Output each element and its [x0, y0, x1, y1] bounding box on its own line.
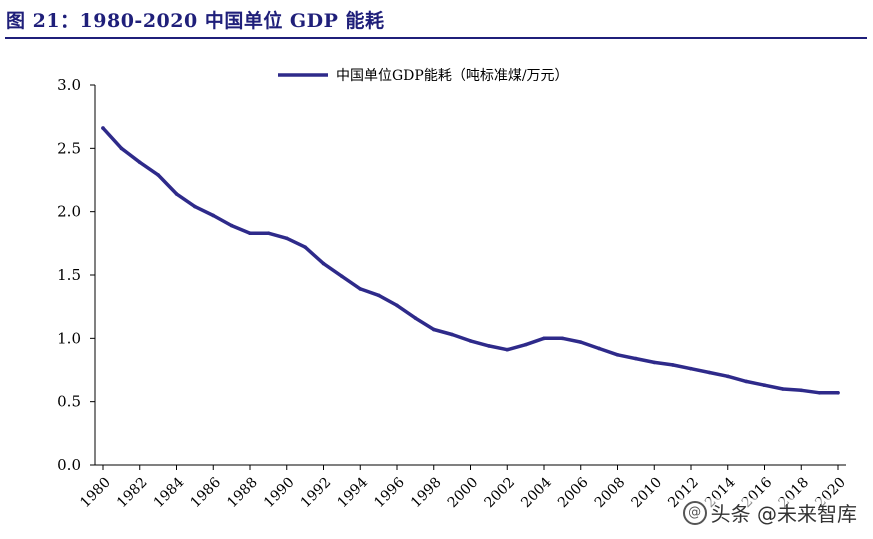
- data-point-2013: [707, 370, 712, 375]
- watermark: @ 头条 @未来智库: [678, 498, 861, 527]
- x-tick-label: 1984: [151, 474, 188, 511]
- x-tick-label: 2000: [445, 475, 482, 512]
- data-point-1984: [174, 192, 179, 196]
- x-tick-label: 1992: [298, 475, 335, 512]
- data-point-2003: [523, 342, 528, 347]
- data-point-2011: [670, 363, 675, 367]
- series-line: [101, 126, 840, 395]
- data-point-2008: [615, 353, 620, 357]
- data-point-2020: [836, 391, 840, 395]
- y-tick-label: 0.0: [57, 456, 81, 474]
- data-point-1985: [193, 204, 197, 209]
- legend-label: 中国单位GDP能耗（吨标准煤/万元）: [336, 68, 569, 84]
- data-point-2009: [634, 356, 638, 361]
- data-point-1994: [358, 287, 363, 291]
- data-point-2014: [725, 374, 730, 379]
- y-tick-label: 1.0: [57, 329, 81, 347]
- x-tick-label: 2008: [592, 475, 629, 512]
- figure-title: 图 21：1980-2020 中国单位 GDP 能耗: [6, 10, 385, 32]
- data-point-2006: [578, 340, 583, 344]
- data-point-1987: [229, 223, 234, 228]
- x-tick-label: 2006: [555, 474, 592, 511]
- data-point-2007: [597, 346, 601, 351]
- data-point-2005: [560, 336, 565, 341]
- data-point-1995: [376, 293, 381, 298]
- data-point-1997: [413, 316, 418, 320]
- data-point-1980: [101, 126, 105, 130]
- data-point-2010: [652, 360, 657, 365]
- data-point-1992: [321, 261, 326, 266]
- data-point-1998: [431, 327, 436, 332]
- x-tick-label: 1998: [408, 475, 445, 512]
- data-point-2019: [817, 391, 822, 395]
- data-point-2018: [799, 388, 804, 393]
- x-tick-label: 1994: [335, 474, 372, 511]
- x-tick-label: 1982: [114, 475, 151, 512]
- data-point-2001: [487, 344, 491, 348]
- x-tick-label: 1996: [371, 474, 408, 511]
- y-tick-label: 1.5: [57, 266, 81, 284]
- x-tick-label: 1980: [77, 475, 114, 512]
- x-tick-label: 1988: [224, 475, 261, 512]
- data-point-1989: [266, 231, 271, 235]
- data-point-2017: [781, 387, 785, 391]
- data-point-1990: [284, 236, 289, 241]
- data-point-1988: [248, 231, 252, 235]
- data-point-1981: [119, 146, 124, 151]
- data-point-2015: [744, 379, 748, 384]
- title-divider: [5, 37, 867, 39]
- data-point-1991: [303, 245, 307, 249]
- data-point-2016: [762, 383, 767, 388]
- data-point-1999: [450, 332, 454, 337]
- y-tick-label: 2.5: [57, 139, 81, 157]
- data-point-1982: [137, 160, 142, 165]
- data-point-2012: [689, 366, 693, 371]
- x-tick-label: 1986: [188, 474, 225, 511]
- data-point-1983: [156, 173, 160, 177]
- x-tick-label: 2002: [482, 475, 519, 512]
- watermark-text: 头条 @未来智库: [710, 502, 857, 526]
- x-tick-label: 2010: [629, 475, 666, 512]
- data-point-1993: [340, 274, 344, 279]
- y-tick-label: 2.0: [57, 203, 81, 221]
- y-tick-label: 0.5: [57, 393, 81, 411]
- y-tick-label: 3.0: [57, 76, 81, 94]
- at-sign-icon: @: [682, 500, 707, 525]
- x-tick-label: 2004: [518, 474, 555, 511]
- data-point-2004: [542, 336, 546, 341]
- data-point-2000: [468, 339, 473, 343]
- data-point-1986: [211, 213, 216, 218]
- x-tick-label: 1990: [261, 475, 298, 512]
- legend: 中国单位GDP能耗（吨标准煤/万元）: [278, 68, 569, 84]
- data-point-2002: [505, 347, 510, 352]
- data-point-1996: [395, 303, 399, 308]
